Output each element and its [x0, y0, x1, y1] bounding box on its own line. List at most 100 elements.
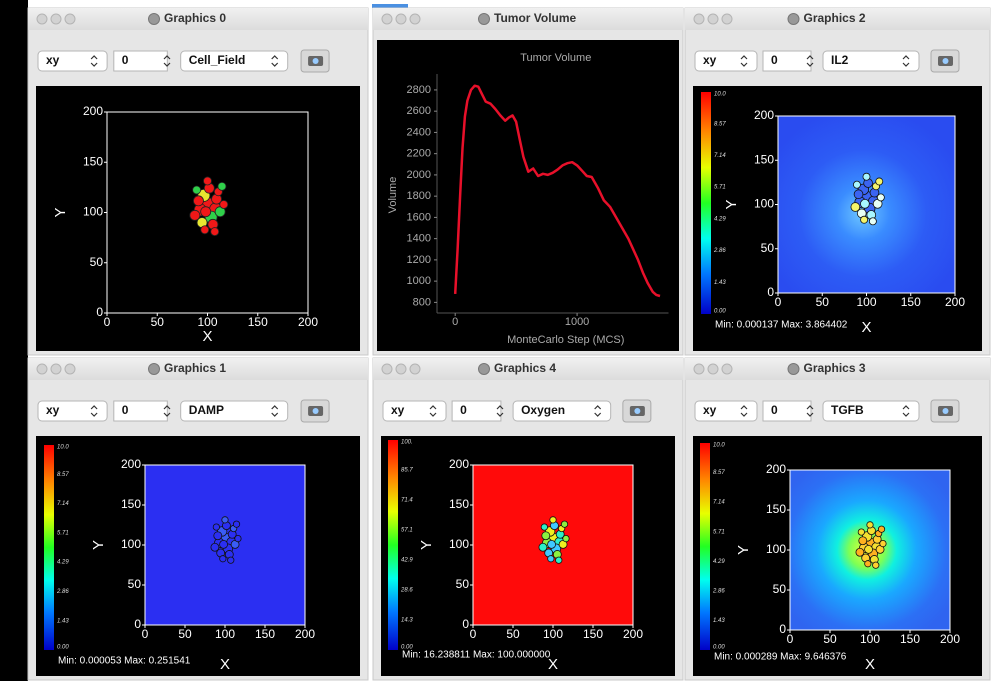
cell: [863, 173, 870, 180]
colorbar-label: 4.29: [713, 559, 725, 565]
cell: [556, 557, 562, 563]
chart-title: Tumor Volume: [520, 52, 591, 64]
y-tick-label: 0: [96, 305, 103, 319]
window-button[interactable]: [722, 14, 732, 24]
cell: [865, 545, 873, 553]
y-tick-label: 0: [134, 617, 141, 631]
window-button[interactable]: [708, 14, 718, 24]
window-button[interactable]: [51, 364, 61, 374]
x-tick-label: 100: [215, 627, 235, 641]
tab-highlight: [372, 4, 408, 8]
colorbar-label: 57.1: [401, 528, 413, 534]
colorbar-label: 0.00: [713, 645, 725, 651]
colorbar-label: 5.71: [57, 530, 69, 536]
colorbar-label: 8.57: [713, 470, 725, 476]
cell: [876, 178, 883, 185]
colorbar-label: 10.0: [57, 445, 69, 451]
window-icon: [479, 364, 490, 375]
window-title: Graphics 3: [804, 361, 866, 375]
y-tick-label: 200: [449, 457, 469, 471]
colorbar-label: 10.0: [713, 443, 725, 449]
colorbar-label: 8.57: [714, 121, 726, 127]
window-button[interactable]: [722, 364, 732, 374]
x-tick-label: 50: [816, 295, 830, 309]
colorbar-label: 7.14: [57, 501, 69, 507]
y-tick-label: 2400: [407, 126, 431, 138]
x-tick-label: 0: [470, 627, 477, 641]
cell: [218, 182, 226, 190]
window-button[interactable]: [65, 14, 75, 24]
y-tick-label: 150: [121, 497, 141, 511]
cell: [550, 517, 556, 523]
x-tick-label: 0: [142, 627, 149, 641]
colorbar-label: 2.86: [56, 589, 69, 595]
window-icon: [479, 14, 490, 25]
colorbar-label: 1.43: [713, 618, 725, 624]
y-tick-label: 200: [121, 457, 141, 471]
field-select-text: DAMP: [189, 403, 224, 417]
y-tick-label: 1200: [407, 254, 431, 266]
screen: Graphics 0xy0Cell_Field05010015020005010…: [0, 0, 994, 681]
y-tick-label: 0: [767, 285, 774, 299]
window-title: Tumor Volume: [494, 11, 577, 25]
window-button[interactable]: [708, 364, 718, 374]
x-tick-label: 150: [901, 295, 921, 309]
y-tick-label: 150: [83, 154, 103, 168]
x-tick-label: 150: [255, 627, 275, 641]
field-select-text: IL2: [831, 53, 849, 67]
cell: [542, 532, 550, 540]
y-tick-label: 1600: [407, 211, 431, 223]
cell: [865, 561, 871, 567]
slice-text: 0: [460, 403, 467, 417]
window-button[interactable]: [382, 14, 392, 24]
y-tick-label: 200: [754, 108, 774, 122]
camera-lens: [313, 408, 319, 414]
colorbar-label: 2.86: [713, 248, 726, 254]
window-button[interactable]: [694, 364, 704, 374]
cell: [548, 540, 556, 548]
cell: [563, 535, 569, 541]
window-button[interactable]: [410, 14, 420, 24]
window-button[interactable]: [65, 364, 75, 374]
cell: [859, 537, 867, 545]
plane-select-text: xy: [703, 53, 717, 67]
field-select-text: Oxygen: [521, 403, 565, 417]
window-button[interactable]: [396, 364, 406, 374]
camera-lens: [943, 408, 949, 414]
x-tick-label: 200: [295, 627, 315, 641]
x-tick-label: 50: [151, 315, 165, 329]
window-button[interactable]: [37, 364, 47, 374]
window-button[interactable]: [410, 364, 420, 374]
window-button[interactable]: [396, 14, 406, 24]
colorbar-label: 8.57: [57, 472, 69, 478]
cell: [193, 196, 203, 206]
x-tick-label: 100: [860, 632, 880, 646]
x-axis-label: X: [220, 656, 230, 673]
x-axis-label: X: [861, 319, 871, 336]
y-tick-label: 100: [766, 542, 786, 556]
plane-select-text: xy: [391, 403, 405, 417]
window-icon: [149, 364, 160, 375]
plane-select-text: xy: [703, 403, 717, 417]
y-tick-label: 100: [754, 197, 774, 211]
window-button[interactable]: [382, 364, 392, 374]
colorbar: [388, 440, 398, 650]
window-button[interactable]: [694, 14, 704, 24]
cell: [858, 529, 864, 535]
camera-lens: [943, 58, 949, 64]
x-tick-label: 150: [900, 632, 920, 646]
cell: [878, 526, 884, 532]
plane-select-text: xy: [46, 53, 60, 67]
window-button[interactable]: [51, 14, 61, 24]
range-text: Min: 0.000137 Max: 3.864402: [715, 320, 848, 331]
cell: [561, 521, 567, 527]
y-tick-label: 50: [773, 582, 787, 596]
y-tick-label: 150: [449, 497, 469, 511]
cell: [220, 556, 226, 562]
y-tick-label: 100: [83, 205, 103, 219]
x-tick-label: 150: [583, 627, 603, 641]
window-button[interactable]: [37, 14, 47, 24]
x-tick-label: 200: [940, 632, 960, 646]
colorbar-label: 28.6: [400, 588, 413, 594]
window-title: Graphics 0: [164, 11, 226, 25]
